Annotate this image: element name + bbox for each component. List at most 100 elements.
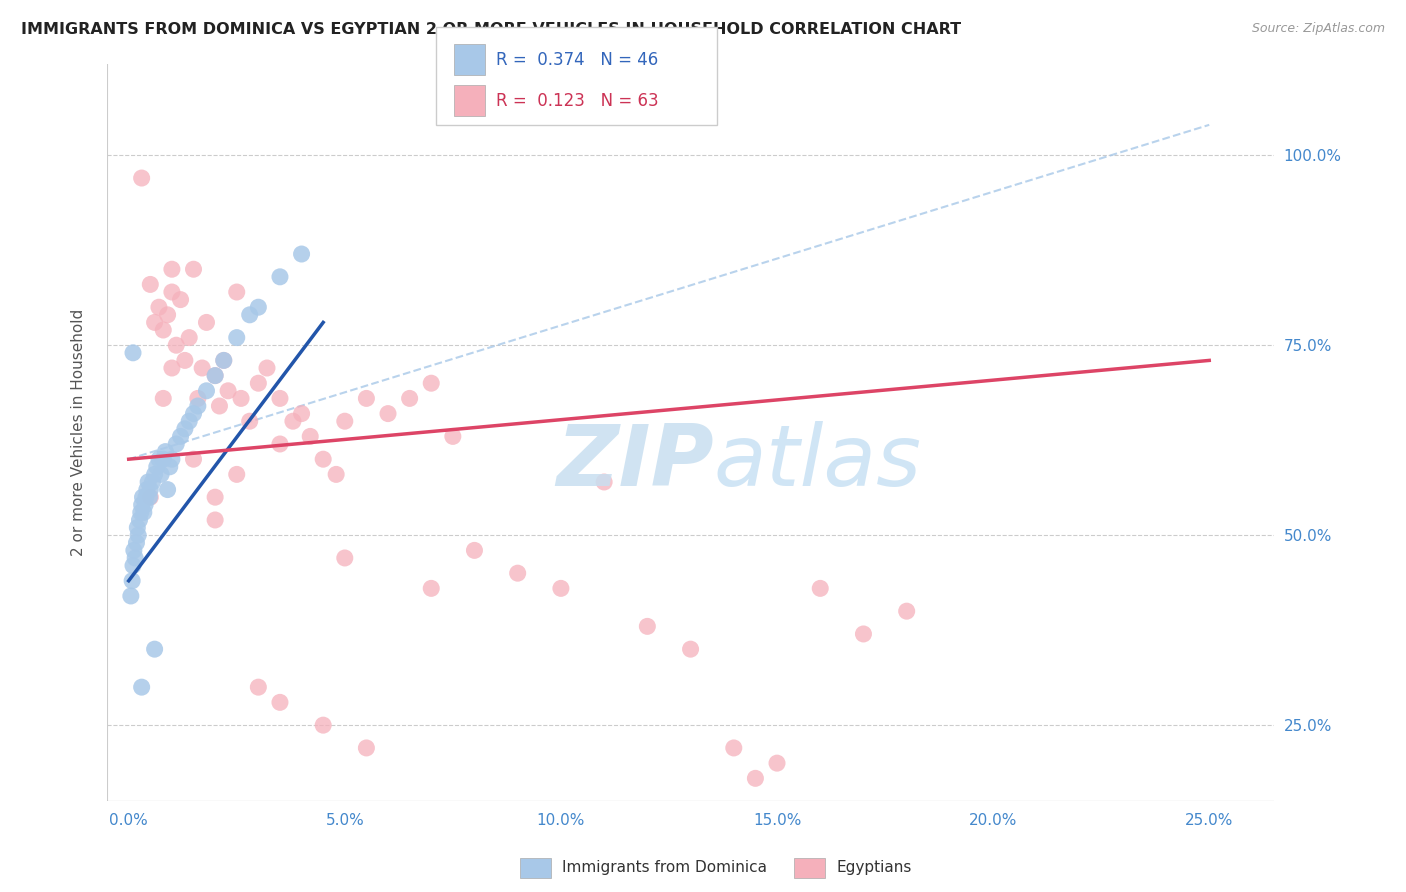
Point bbox=[156, 483, 179, 497]
Point bbox=[325, 467, 347, 482]
Point bbox=[217, 384, 239, 398]
Point bbox=[131, 490, 153, 504]
Point bbox=[290, 247, 312, 261]
Text: IMMIGRANTS FROM DOMINICA VS EGYPTIAN 2 OR MORE VEHICLES IN HOUSEHOLD CORRELATION: IMMIGRANTS FROM DOMINICA VS EGYPTIAN 2 O… bbox=[21, 22, 962, 37]
Point bbox=[247, 680, 270, 694]
Point bbox=[636, 619, 658, 633]
Point bbox=[333, 551, 356, 566]
Point bbox=[441, 429, 464, 443]
Point bbox=[333, 414, 356, 428]
Point bbox=[299, 429, 322, 443]
Point bbox=[122, 346, 145, 360]
Point bbox=[169, 293, 191, 307]
Point bbox=[138, 490, 160, 504]
Text: R =  0.374   N = 46: R = 0.374 N = 46 bbox=[496, 51, 658, 69]
Point bbox=[127, 528, 149, 542]
Point bbox=[269, 437, 291, 451]
Point bbox=[135, 490, 157, 504]
Point bbox=[173, 353, 195, 368]
Point bbox=[204, 513, 226, 527]
Point bbox=[143, 467, 166, 482]
Point bbox=[120, 589, 142, 603]
Point bbox=[173, 422, 195, 436]
Point bbox=[204, 490, 226, 504]
Point bbox=[420, 376, 443, 391]
Point bbox=[132, 505, 155, 519]
Point bbox=[239, 414, 262, 428]
Point bbox=[208, 399, 231, 413]
Point bbox=[128, 513, 150, 527]
Point bbox=[122, 543, 145, 558]
Point bbox=[744, 772, 766, 786]
Point bbox=[139, 490, 162, 504]
Point bbox=[195, 384, 218, 398]
Point bbox=[179, 330, 201, 344]
Point bbox=[225, 330, 247, 344]
Point bbox=[160, 452, 183, 467]
Point bbox=[550, 582, 572, 596]
Point bbox=[121, 574, 143, 588]
Y-axis label: 2 or more Vehicles in Household: 2 or more Vehicles in Household bbox=[72, 309, 86, 557]
Text: R =  0.123   N = 63: R = 0.123 N = 63 bbox=[496, 92, 659, 110]
Point bbox=[229, 392, 252, 406]
Point bbox=[131, 680, 153, 694]
Point bbox=[281, 414, 304, 428]
Text: Source: ZipAtlas.com: Source: ZipAtlas.com bbox=[1251, 22, 1385, 36]
Point bbox=[183, 452, 205, 467]
Point bbox=[183, 262, 205, 277]
Point bbox=[225, 467, 247, 482]
Point bbox=[131, 171, 153, 186]
Point bbox=[766, 756, 789, 771]
Point bbox=[377, 407, 399, 421]
Point bbox=[152, 452, 174, 467]
Point bbox=[152, 323, 174, 337]
Point bbox=[169, 429, 191, 443]
Point bbox=[159, 459, 181, 474]
Point bbox=[141, 475, 163, 489]
Point bbox=[183, 407, 205, 421]
Point bbox=[356, 392, 378, 406]
Point bbox=[225, 285, 247, 299]
Point bbox=[269, 269, 291, 284]
Point bbox=[131, 498, 153, 512]
Point bbox=[420, 582, 443, 596]
Text: Immigrants from Dominica: Immigrants from Dominica bbox=[562, 861, 768, 875]
Point bbox=[160, 361, 183, 376]
Point bbox=[143, 642, 166, 657]
Point bbox=[204, 368, 226, 383]
Point bbox=[398, 392, 420, 406]
Point bbox=[852, 627, 875, 641]
Point bbox=[135, 483, 157, 497]
Point bbox=[165, 338, 187, 352]
Point bbox=[808, 582, 831, 596]
Point bbox=[204, 368, 226, 383]
Point bbox=[127, 520, 149, 534]
Point bbox=[129, 505, 152, 519]
Point bbox=[179, 414, 201, 428]
Point bbox=[269, 392, 291, 406]
Point bbox=[506, 566, 529, 581]
Point bbox=[165, 437, 187, 451]
Point bbox=[247, 300, 270, 314]
Point bbox=[247, 376, 270, 391]
Point bbox=[136, 475, 159, 489]
Point bbox=[679, 642, 702, 657]
Point bbox=[723, 741, 745, 756]
Point bbox=[143, 315, 166, 329]
Point bbox=[124, 551, 146, 566]
Point bbox=[187, 392, 209, 406]
Point bbox=[156, 308, 179, 322]
Point bbox=[269, 695, 291, 709]
Point bbox=[125, 535, 148, 549]
Point bbox=[212, 353, 235, 368]
Point bbox=[312, 718, 335, 732]
Point bbox=[290, 407, 312, 421]
Point bbox=[191, 361, 214, 376]
Point bbox=[139, 277, 162, 292]
Point bbox=[187, 399, 209, 413]
Point bbox=[155, 444, 177, 458]
Point bbox=[896, 604, 918, 618]
Point bbox=[134, 498, 156, 512]
Point bbox=[146, 459, 169, 474]
Point bbox=[160, 262, 183, 277]
